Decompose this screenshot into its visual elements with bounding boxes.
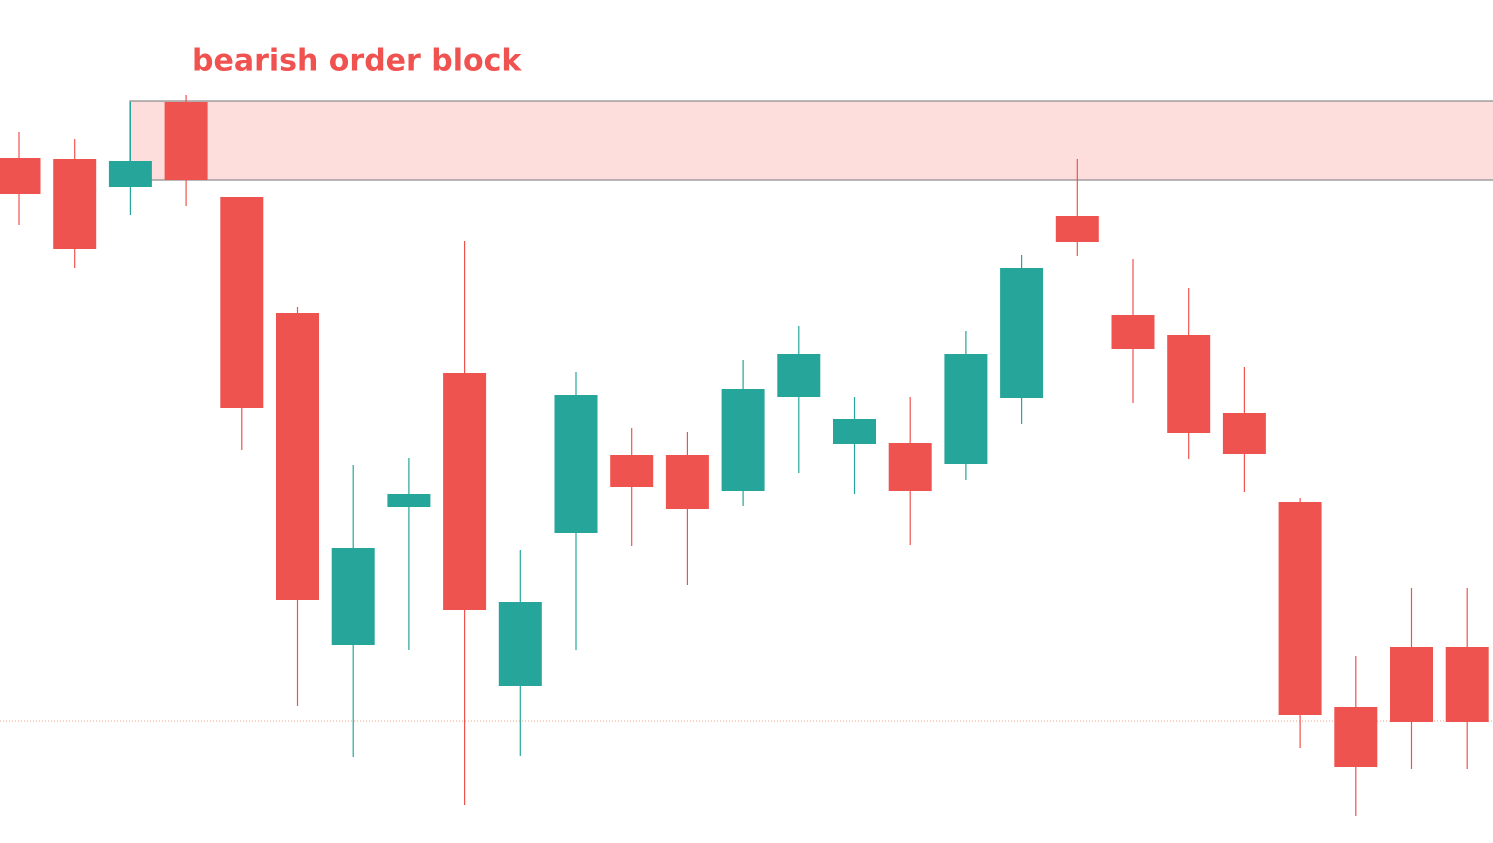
candle-body xyxy=(1000,268,1044,398)
candle-body xyxy=(888,443,932,491)
candle-body xyxy=(220,197,264,408)
candle-body xyxy=(276,313,319,600)
candle-body xyxy=(443,373,487,610)
zone-label: bearish order block xyxy=(192,44,522,79)
candle-body xyxy=(387,494,431,507)
candle-body xyxy=(554,395,598,533)
candle-body xyxy=(1222,413,1266,454)
candle-body xyxy=(1167,335,1211,433)
candle-body xyxy=(53,159,97,249)
candle-body xyxy=(1055,216,1099,242)
candle-body xyxy=(833,419,876,444)
candle-body xyxy=(1334,707,1378,767)
candle-body xyxy=(331,548,375,645)
candle-body xyxy=(108,161,152,187)
candle-body xyxy=(1111,315,1155,349)
candle-body xyxy=(721,389,765,491)
candle-body xyxy=(777,354,821,397)
candle-body xyxy=(498,602,542,686)
candle-body xyxy=(1278,502,1322,715)
candle-body xyxy=(164,102,208,180)
order-block-zone xyxy=(129,100,1493,181)
candle-body xyxy=(1390,647,1433,722)
candle-body xyxy=(944,354,988,464)
candle-body xyxy=(610,455,654,487)
candle-body xyxy=(665,455,709,509)
candle-body xyxy=(1445,647,1489,722)
candle-body xyxy=(0,158,41,194)
